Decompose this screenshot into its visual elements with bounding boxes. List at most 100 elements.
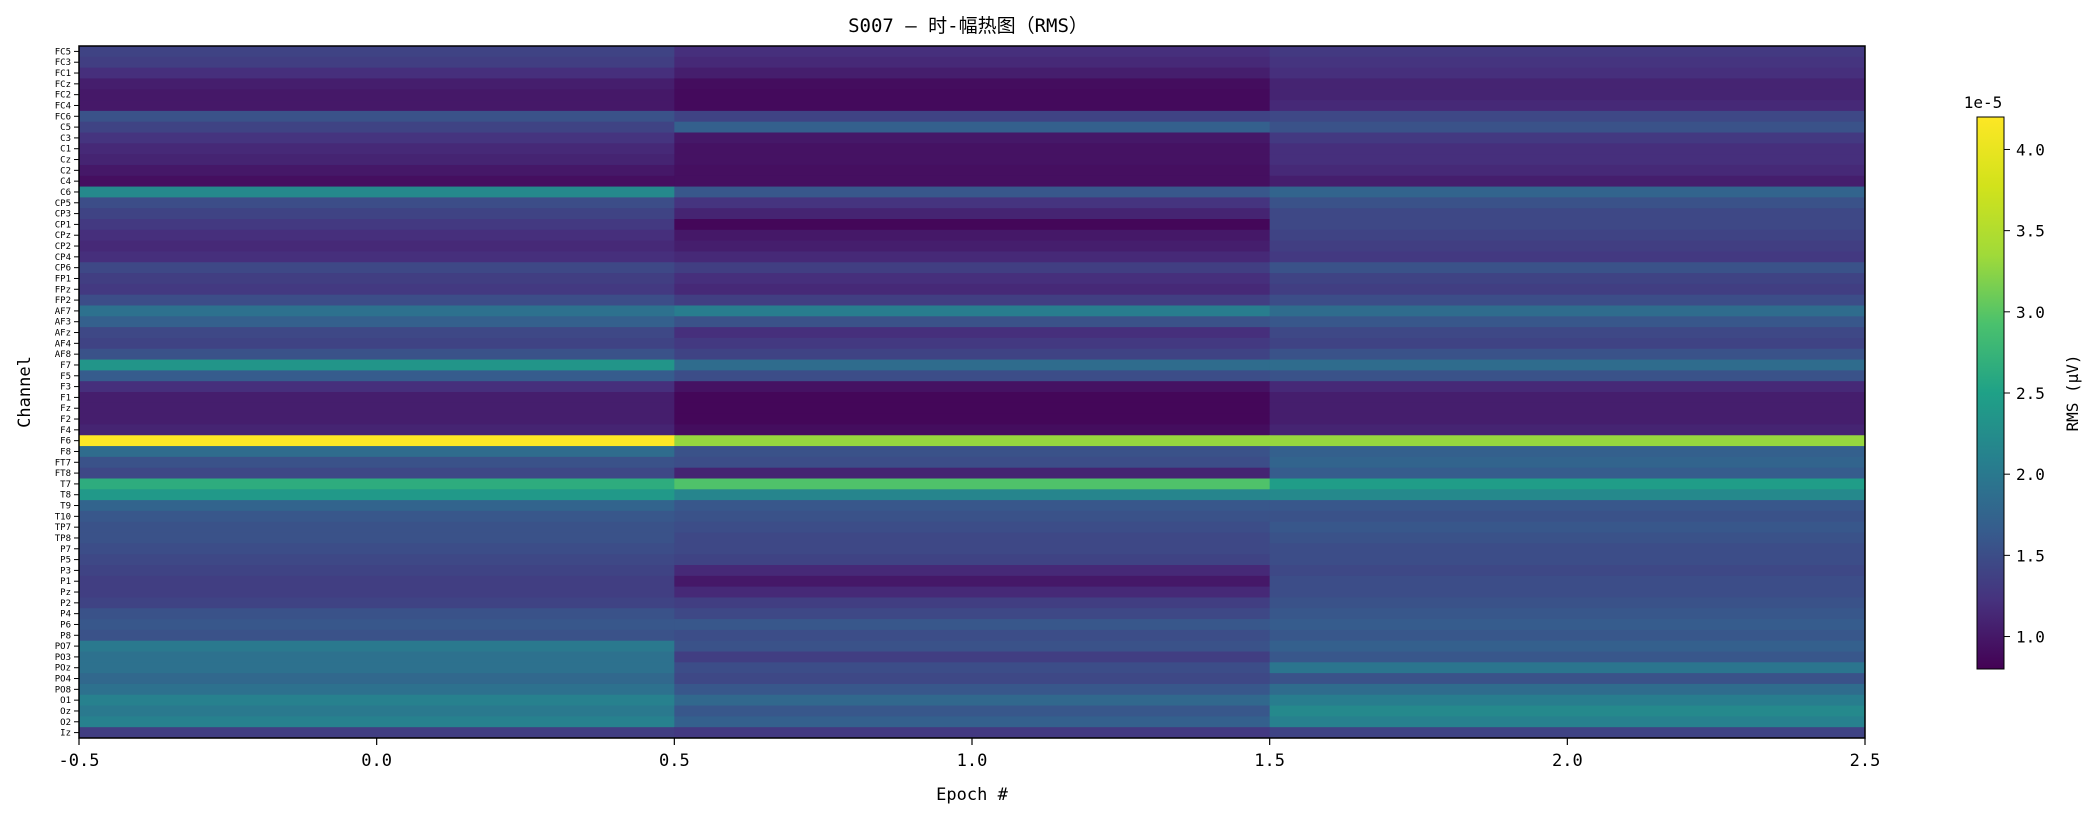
channel-tick-label: P6 [60, 620, 71, 630]
heatmap-cell [674, 273, 1271, 285]
heatmap-cell [1269, 273, 1866, 285]
heatmap-cell [79, 337, 675, 350]
heatmap-cell [1269, 283, 1866, 296]
channel-tick-label: CP4 [55, 253, 71, 263]
heatmap-cell [674, 337, 1271, 350]
channel-tick-label: CPz [55, 231, 71, 241]
x-tick-label: 0.5 [659, 751, 690, 771]
channel-tick-label: P7 [60, 545, 71, 555]
heatmap-cell [79, 294, 675, 306]
heatmap-cell [79, 154, 675, 166]
heatmap-cell [1269, 305, 1866, 317]
channel-tick-label: O1 [60, 696, 71, 706]
heatmap-cell [79, 543, 675, 555]
heatmap-cell [674, 597, 1271, 609]
heatmap-cell [674, 402, 1271, 415]
heatmap-cell [79, 56, 675, 69]
heatmap-cell [1269, 186, 1866, 198]
channel-tick-label: F5 [60, 372, 71, 382]
channel-tick-label: POz [55, 664, 71, 674]
heatmap-cell [79, 348, 675, 361]
heatmap-cell [674, 327, 1271, 339]
heatmap-cell [79, 554, 675, 566]
channel-tick-label: AF3 [55, 318, 71, 328]
heatmap-cell [79, 478, 675, 490]
heatmap-cell [79, 435, 675, 447]
channel-tick-label: AF4 [55, 339, 71, 349]
heatmap-cell [79, 381, 675, 393]
heatmap-cell [674, 132, 1271, 144]
channel-tick-label: F3 [60, 383, 71, 393]
colorbar-tick-label: 3.0 [2016, 303, 2045, 322]
heatmap-cell [674, 413, 1271, 425]
heatmap-cell [1269, 402, 1866, 415]
heatmap-cell [79, 392, 675, 404]
heatmap-cell [79, 46, 675, 58]
channel-tick-label: Pz [60, 588, 71, 598]
heatmap-cell [674, 456, 1271, 469]
x-axis-label: Epoch # [936, 785, 1008, 805]
heatmap-cell [674, 467, 1271, 479]
channel-tick-label: Iz [60, 729, 71, 739]
channel-tick-label: CP3 [55, 210, 71, 220]
heatmap-cell [1269, 348, 1866, 361]
heatmap-cell [1269, 370, 1866, 382]
heatmap-cell [674, 251, 1271, 263]
heatmap-cell [79, 359, 675, 371]
channel-tick-label: F6 [60, 437, 71, 447]
heatmap-cell [1269, 56, 1866, 69]
heatmap-cell [674, 554, 1271, 566]
heatmap-cell [79, 446, 675, 458]
channel-tick-label: T9 [60, 502, 71, 512]
heatmap-cell [79, 121, 675, 133]
colorbar-tick-label: 1.0 [2016, 628, 2045, 647]
channel-tick-label: PO4 [55, 675, 71, 685]
channel-tick-label: C5 [60, 123, 71, 133]
heatmap-cell [674, 489, 1271, 501]
channel-tick-label: P2 [60, 599, 71, 609]
heatmap-cell [674, 56, 1271, 69]
heatmap-cell [79, 110, 675, 123]
heatmap-cell [1269, 78, 1866, 90]
channel-tick-label: Fz [60, 404, 71, 414]
heatmap-cell [674, 348, 1271, 361]
heatmap-cell [1269, 543, 1866, 555]
heatmap-cell [674, 694, 1271, 707]
heatmap-cell [674, 78, 1271, 90]
heatmap-cell [79, 219, 675, 231]
heatmap-cell [674, 370, 1271, 382]
chart-title: S007 — 时-幅热图（RMS） [848, 15, 1088, 37]
heatmap-cell [79, 175, 675, 188]
heatmap-cell [674, 640, 1271, 652]
heatmap-cell [674, 586, 1271, 598]
heatmap-cell [674, 305, 1271, 317]
heatmap-cell [79, 608, 675, 620]
heatmap-cell [1269, 381, 1866, 393]
channel-tick-label: P4 [60, 610, 71, 620]
heatmap-cell [79, 305, 675, 317]
heatmap-cell [1269, 359, 1866, 371]
heatmap-cell [79, 89, 675, 101]
heatmap-cell [1269, 337, 1866, 350]
heatmap-cell [674, 316, 1271, 328]
channel-tick-label: C4 [60, 177, 71, 187]
heatmap-cell [79, 424, 675, 436]
heatmap-cell [674, 219, 1271, 231]
heatmap-cell [1269, 89, 1866, 101]
heatmap-cell [674, 500, 1271, 512]
channel-tick-label: P5 [60, 556, 71, 566]
heatmap-cell [79, 467, 675, 479]
heatmap-cell [1269, 251, 1866, 263]
heatmap-cell [674, 175, 1271, 188]
heatmap-cell [674, 381, 1271, 393]
heatmap-cell [674, 662, 1271, 674]
heatmap-cell [79, 521, 675, 534]
heatmap-cell [79, 251, 675, 263]
heatmap-cell [674, 532, 1271, 544]
heatmap-cell [674, 543, 1271, 555]
heatmap-cell [1269, 154, 1866, 166]
heatmap-cell [1269, 100, 1866, 112]
channel-tick-label: FC6 [55, 112, 71, 122]
channel-tick-label: Cz [60, 156, 71, 166]
